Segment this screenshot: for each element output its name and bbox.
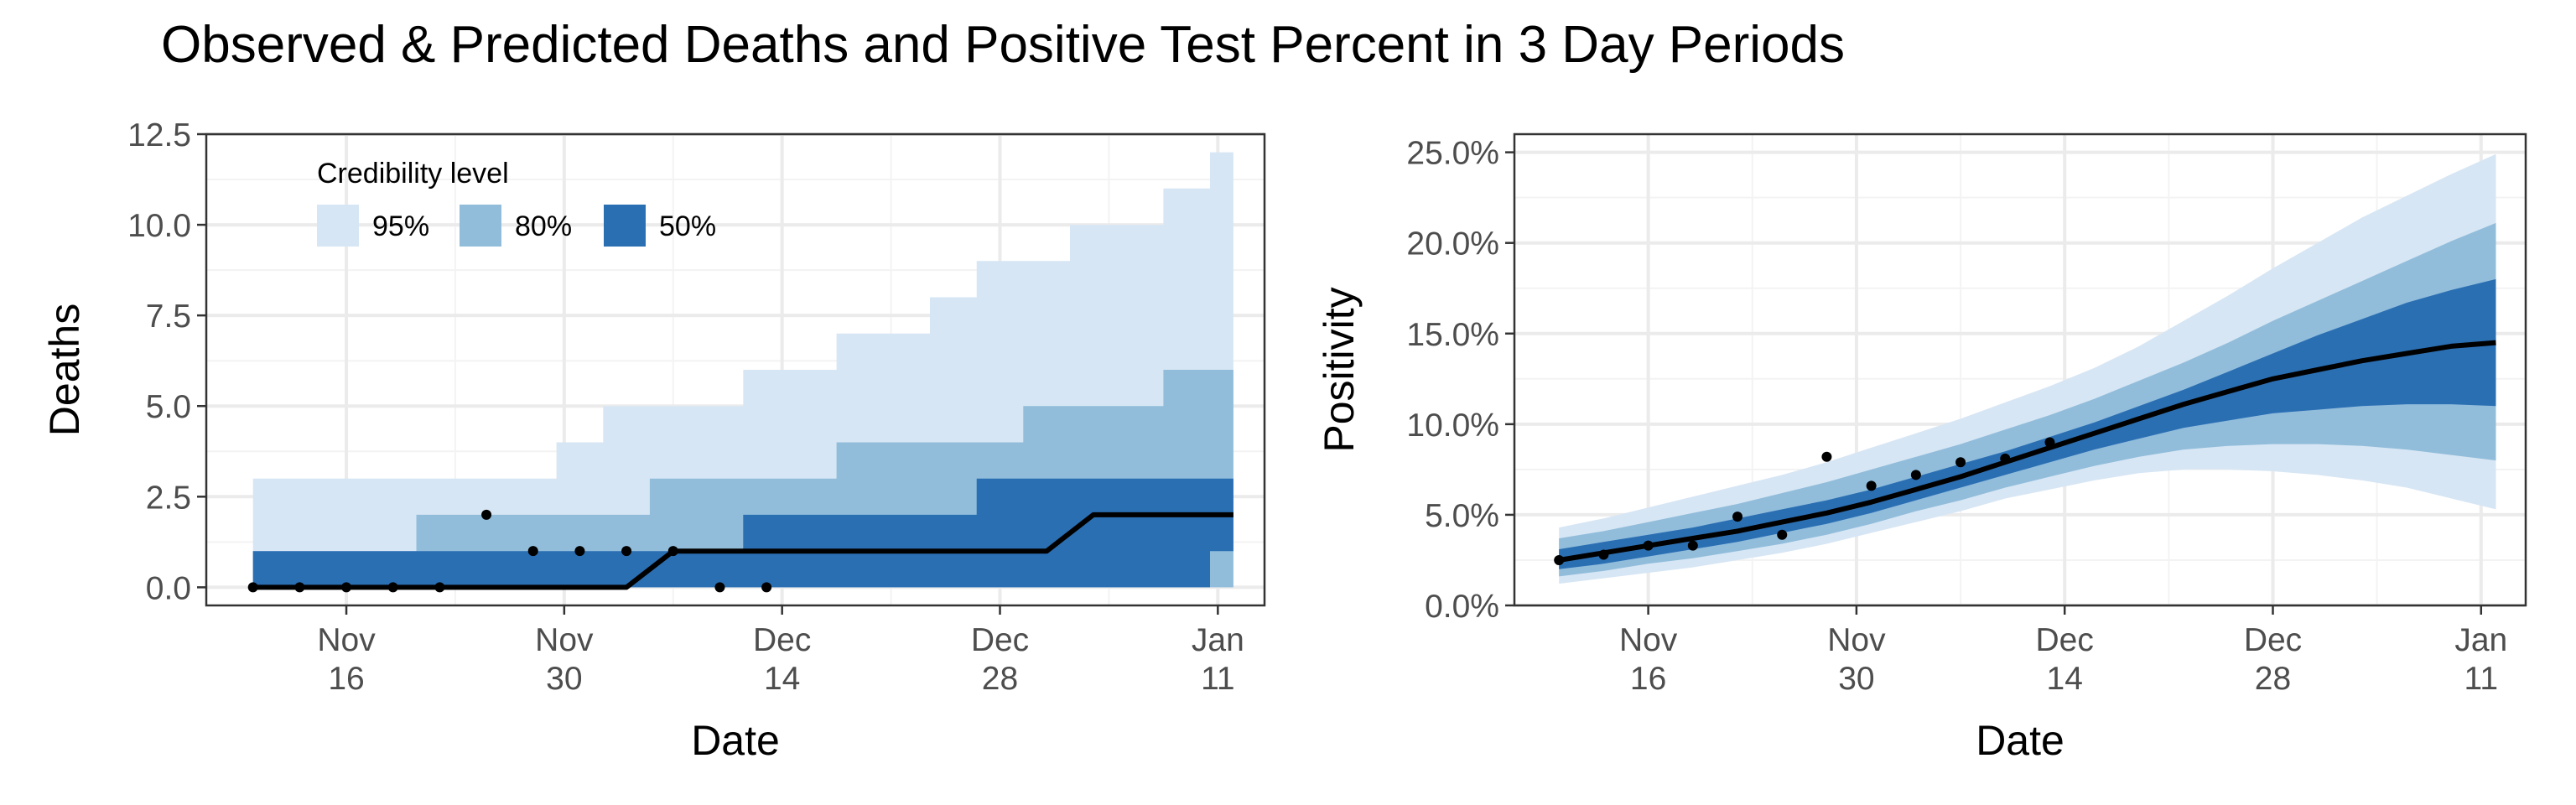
y-tick-label: 25.0% (1406, 136, 1499, 172)
y-tick-label: 20.0% (1406, 226, 1499, 262)
observed-point (527, 546, 538, 557)
x-tick-label: Dec (2036, 622, 2094, 658)
deaths-panel: 0.02.55.07.510.012.5Nov16Nov30Dec14Dec28… (41, 117, 1266, 764)
x-tick-label: Nov (535, 622, 594, 658)
x-tick-label: Jan (1192, 622, 1244, 658)
panel-border (205, 132, 1266, 607)
x-tick-label: 28 (2255, 661, 2291, 697)
observed-point (247, 582, 258, 593)
x-tick-label: 28 (982, 661, 1018, 697)
observed-point (1687, 540, 1698, 551)
panel-border (1513, 132, 2527, 607)
observed-point (1910, 470, 1921, 480)
x-tick-label: Dec (753, 622, 811, 658)
legend-swatch (460, 205, 501, 247)
x-tick-label: 14 (2047, 661, 2083, 697)
x-tick-label: 16 (328, 661, 364, 697)
observed-point (481, 509, 492, 520)
observed-point (387, 582, 398, 593)
x-axis-title: Date (691, 717, 780, 764)
observed-point (761, 582, 772, 593)
x-tick-label: 16 (1630, 661, 1666, 697)
observed-point (667, 546, 678, 557)
observed-point (1732, 512, 1743, 522)
x-axis-title: Date (1976, 717, 2064, 764)
x-tick-label: Jan (2454, 622, 2507, 658)
y-tick-label: 7.5 (146, 299, 191, 335)
observed-point (434, 582, 445, 593)
x-tick-label: Dec (2244, 622, 2302, 658)
y-tick-label: 10.0 (127, 208, 191, 244)
observed-point (1866, 480, 1877, 491)
observed-point (1955, 457, 1966, 468)
y-tick-label: 0.0% (1425, 589, 1499, 625)
median-line (1558, 340, 2496, 563)
x-tick-label: Nov (317, 622, 376, 658)
observed-point (1821, 451, 1832, 462)
y-tick-label: 2.5 (146, 480, 191, 516)
observed-point (1777, 529, 1788, 540)
observed-point (621, 546, 632, 557)
observed-point (1554, 554, 1565, 565)
observed-point (1598, 549, 1609, 560)
y-tick-label: 12.5 (127, 117, 191, 153)
x-tick-label: 11 (2464, 661, 2499, 697)
band-50 (1559, 278, 2496, 569)
y-tick-label: 5.0 (146, 389, 191, 425)
legend-swatch (604, 205, 646, 247)
x-tick-label: Nov (1619, 622, 1678, 658)
y-tick-label: 10.0% (1406, 408, 1499, 444)
positivity-panel: 0.0%5.0%10.0%15.0%20.0%25.0%Nov16Nov30De… (1316, 132, 2527, 764)
x-tick-label: 30 (546, 661, 582, 697)
y-axis-title: Deaths (41, 304, 88, 436)
x-tick-label: 14 (764, 661, 800, 697)
x-tick-label: Dec (971, 622, 1029, 658)
y-tick-label: 0.0 (146, 570, 191, 606)
y-axis-title: Positivity (1316, 287, 1363, 452)
observed-point (341, 582, 352, 593)
observed-point (2000, 453, 2011, 464)
band-95 (1559, 153, 2496, 584)
y-tick-label: 15.0% (1406, 317, 1499, 353)
legend-label: 50% (659, 210, 716, 242)
legend-label: 80% (515, 210, 572, 242)
observed-point (2044, 437, 2055, 448)
observed-point (574, 546, 585, 557)
band-50 (252, 478, 1233, 588)
x-tick-label: 30 (1838, 661, 1874, 697)
legend-label: 95% (372, 210, 429, 242)
x-tick-label: 11 (1201, 661, 1235, 697)
observed-point (1643, 540, 1654, 551)
legend: Credibility level 95% 80% 50% (317, 158, 716, 247)
y-tick-label: 5.0% (1425, 498, 1499, 534)
legend-swatch (317, 205, 359, 247)
observed-point (714, 582, 725, 593)
observed-point (294, 582, 305, 593)
legend-title: Credibility level (317, 158, 509, 190)
x-tick-label: Nov (1827, 622, 1886, 658)
median-line (252, 512, 1233, 590)
chart-title: Observed & Predicted Deaths and Positive… (161, 16, 1846, 74)
